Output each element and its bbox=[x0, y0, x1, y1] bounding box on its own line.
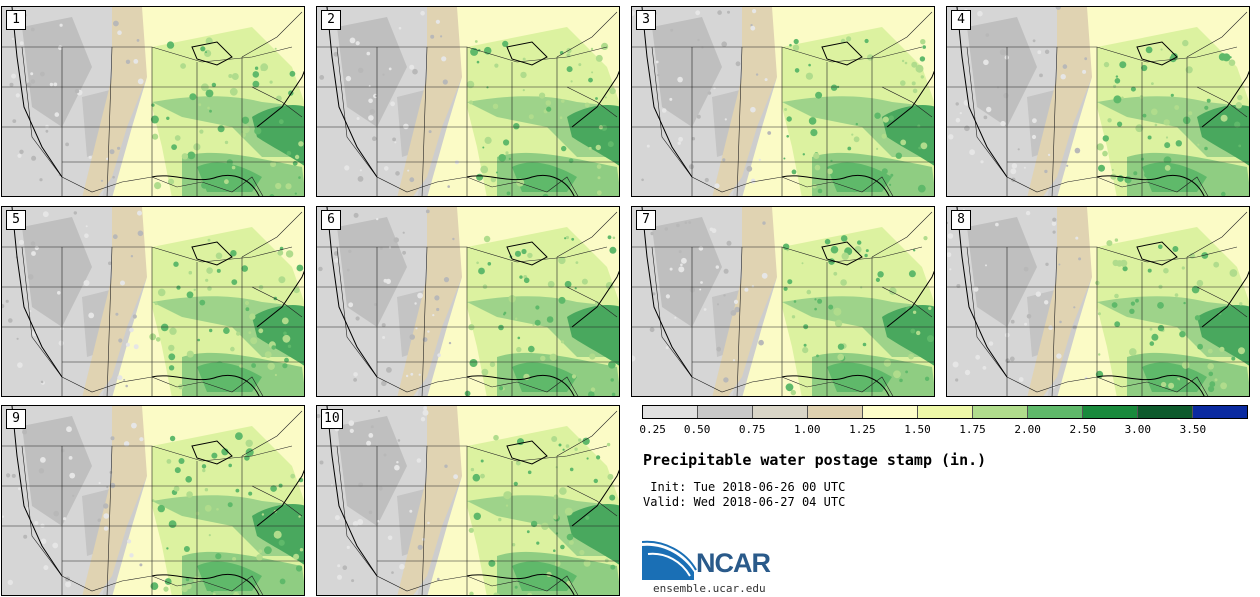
colorbar-segment bbox=[1138, 406, 1193, 418]
colorbar-tick-label: 1.75 bbox=[959, 423, 986, 436]
stamp-number-label: 3 bbox=[636, 10, 656, 30]
colorbar bbox=[642, 405, 1248, 419]
stamp-number-label: 8 bbox=[951, 210, 971, 230]
colorbar-tick-label: 3.50 bbox=[1179, 423, 1207, 436]
stamp-number-label: 5 bbox=[6, 210, 26, 230]
colorbar-tick-label: 2.00 bbox=[1014, 423, 1041, 436]
colorbar-segment bbox=[753, 406, 808, 418]
colorbar-segment bbox=[1083, 406, 1138, 418]
colorbar-ticks: 0.25 0.50 0.75 1.00 1.25 1.50 1.75 2.00 2.50 3.00… bbox=[639, 423, 1248, 439]
colorbar-tick-label: 0.75 bbox=[738, 423, 766, 436]
ncar-logo-icon bbox=[642, 540, 697, 580]
colorbar-segment bbox=[698, 406, 753, 418]
colorbar-segment bbox=[1028, 406, 1083, 418]
stamp-number-label: 7 bbox=[636, 210, 656, 230]
postage-stamp-map-8: 8 bbox=[946, 206, 1250, 397]
chart-title: Precipitable water postage stamp (in.) bbox=[643, 451, 987, 469]
stamp-number-label: 10 bbox=[321, 409, 343, 429]
postage-stamp-map-1: 1 bbox=[1, 6, 305, 197]
stamp-number-label: 9 bbox=[6, 409, 26, 429]
stamp-number-label: 1 bbox=[6, 10, 26, 30]
colorbar-tick-label: 3.00 bbox=[1124, 423, 1152, 436]
stamp-number-label: 6 bbox=[321, 210, 341, 230]
colorbar-segment bbox=[863, 406, 918, 418]
colorbar-tick-label: 1.00 bbox=[794, 423, 821, 436]
stamp-number-label: 4 bbox=[951, 10, 971, 30]
postage-stamp-map-3: 3 bbox=[631, 6, 935, 197]
stamp-number-label: 2 bbox=[321, 10, 341, 30]
colorbar-segment bbox=[808, 406, 863, 418]
postage-stamp-map-2: 2 bbox=[316, 6, 620, 197]
colorbar-segment bbox=[643, 406, 698, 418]
valid-time: Valid: Wed 2018-06-27 04 UTC bbox=[643, 495, 846, 509]
colorbar-tick-label: 1.25 bbox=[849, 423, 876, 436]
colorbar-tick-label: 0.25 bbox=[639, 423, 666, 436]
colorbar-tick-label: 2.50 bbox=[1069, 423, 1096, 436]
postage-stamp-map-10: 10 bbox=[316, 405, 620, 596]
postage-stamp-map-6: 6 bbox=[316, 206, 620, 397]
colorbar-tick-label: 1.50 bbox=[904, 423, 931, 436]
ncar-logo-text: NCAR bbox=[696, 548, 771, 578]
postage-stamp-map-4: 4 bbox=[946, 6, 1250, 197]
postage-stamp-map-9: 9 bbox=[1, 405, 305, 596]
site-url: ensemble.ucar.edu bbox=[653, 582, 766, 595]
postage-stamp-map-7: 7 bbox=[631, 206, 935, 397]
colorbar-segment bbox=[973, 406, 1028, 418]
colorbar-segment bbox=[1193, 406, 1247, 418]
init-time: Init: Tue 2018-06-26 00 UTC bbox=[643, 480, 846, 494]
postage-stamp-map-5: 5 bbox=[1, 206, 305, 397]
colorbar-segment bbox=[918, 406, 973, 418]
colorbar-tick-label: 0.50 bbox=[683, 423, 711, 436]
